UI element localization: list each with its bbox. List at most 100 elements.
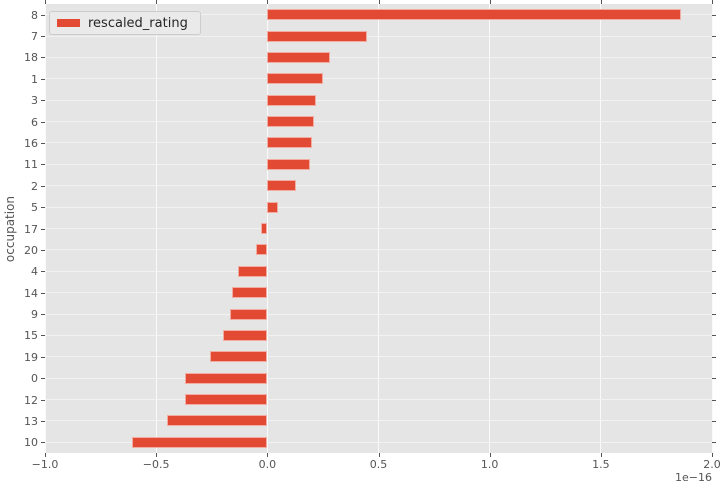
x-tick-mark (600, 0, 602, 4)
x-tick-label: −1.0 (31, 458, 59, 471)
y-tick-label: 4 (31, 265, 38, 279)
y-tick-mark (41, 356, 45, 358)
y-tick-mark (712, 292, 716, 294)
bar-7 (267, 30, 368, 42)
y-tick-label: 8 (31, 8, 38, 22)
x-tick-mark (267, 453, 269, 457)
y-gridline (45, 121, 712, 123)
x-tick-mark (156, 453, 158, 457)
y-tick-mark (41, 228, 45, 230)
y-tick-label: 16 (24, 136, 38, 150)
bar-9 (229, 308, 268, 320)
y-tick-mark (712, 335, 716, 337)
y-tick-mark (41, 442, 45, 444)
bar-8 (267, 9, 681, 21)
x-tick-mark (378, 453, 380, 457)
y-tick-label: 6 (31, 115, 38, 129)
y-tick-mark (712, 249, 716, 251)
bar-17 (260, 223, 268, 234)
y-tick-mark (712, 121, 716, 123)
bar-15 (222, 329, 268, 341)
y-gridline (45, 420, 712, 422)
y-tick-mark (41, 100, 45, 102)
y-gridline (45, 249, 712, 251)
y-tick-mark (712, 442, 716, 444)
y-tick-label: 11 (24, 158, 38, 172)
bar-12 (185, 394, 268, 406)
y-tick-label: 18 (24, 51, 38, 65)
bar-14 (231, 287, 268, 299)
x-tick-mark (489, 0, 491, 4)
x-tick-mark (489, 453, 491, 457)
y-tick-mark (41, 292, 45, 294)
y-gridline (45, 356, 712, 358)
bar-13 (167, 415, 268, 427)
x-tick-mark (156, 0, 158, 4)
x-tick-label: 2.0 (703, 458, 721, 471)
bar-4 (238, 265, 268, 277)
y-gridline (45, 399, 712, 401)
y-tick-label: 1 (31, 72, 38, 86)
y-gridline (45, 163, 712, 165)
bar-16 (267, 137, 312, 149)
y-tick-mark (41, 164, 45, 166)
legend-swatch-icon (57, 19, 80, 27)
y-tick-mark (41, 314, 45, 316)
y-tick-label: 10 (24, 436, 38, 450)
y-tick-mark (712, 142, 716, 144)
legend-label: rescaled_rating (88, 15, 188, 31)
y-tick-mark (712, 185, 716, 187)
y-gridline (45, 185, 712, 187)
y-tick-mark (712, 356, 716, 358)
y-tick-mark (41, 121, 45, 123)
y-tick-label: 9 (31, 308, 38, 322)
y-gridline (45, 35, 712, 37)
y-tick-label: 7 (31, 30, 38, 44)
y-tick-mark (712, 228, 716, 230)
y-tick-mark (712, 100, 716, 102)
x-tick-label: 1.5 (592, 458, 610, 471)
y-tick-mark (41, 249, 45, 251)
x-tick-mark (600, 453, 602, 457)
y-tick-mark (41, 14, 45, 16)
y-gridline (45, 206, 712, 208)
y-tick-mark (41, 36, 45, 38)
legend: rescaled_rating (49, 11, 201, 35)
y-gridline (45, 56, 712, 58)
y-gridline (45, 377, 712, 379)
y-tick-mark (41, 335, 45, 337)
y-tick-mark (712, 78, 716, 80)
y-gridline (45, 142, 712, 144)
y-tick-mark (41, 378, 45, 380)
bar-10 (131, 436, 268, 448)
y-tick-mark (712, 399, 716, 401)
y-gridline (45, 334, 712, 336)
y-tick-label: 3 (31, 94, 38, 108)
y-tick-label: 13 (24, 414, 38, 428)
x-tick-mark (712, 453, 713, 457)
x-tick-mark (378, 0, 380, 4)
y-gridline (45, 78, 712, 80)
y-gridline (45, 99, 712, 101)
y-tick-mark (712, 378, 716, 380)
x-tick-label: −0.5 (142, 458, 170, 471)
y-tick-mark (712, 57, 716, 59)
y-gridline (45, 292, 712, 294)
y-tick-mark (712, 164, 716, 166)
bar-19 (209, 351, 268, 363)
y-tick-mark (712, 314, 716, 316)
y-gridline (45, 228, 712, 229)
y-tick-label: 2 (31, 179, 38, 193)
x-tick-mark (267, 0, 269, 4)
y-tick-mark (712, 420, 716, 422)
bar-5 (267, 201, 279, 213)
axis-offset-label: 1e−16 (675, 471, 712, 484)
bar-6 (267, 116, 315, 128)
x-tick-mark (712, 0, 713, 4)
bar-2 (267, 180, 297, 192)
bar-1 (267, 73, 323, 85)
bar-11 (267, 158, 310, 170)
x-tick-mark (45, 0, 46, 4)
bar-3 (267, 94, 317, 106)
